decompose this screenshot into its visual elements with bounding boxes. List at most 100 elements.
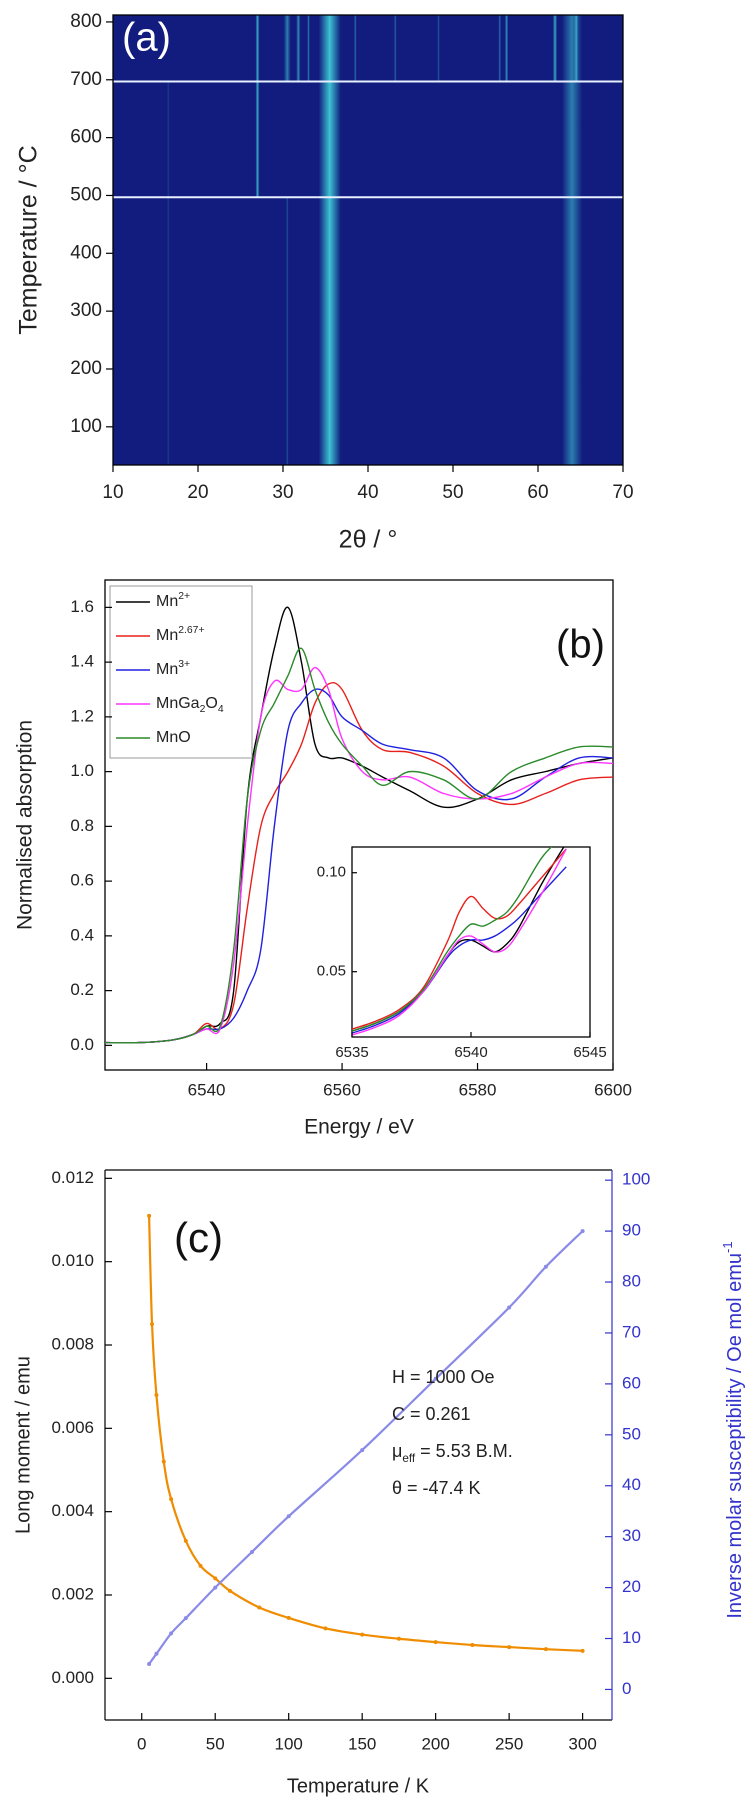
data-point [433, 1376, 438, 1381]
axes: 0 50 100 150 200 250 3000.0000.0020.0040.0060.… [12, 1168, 746, 1797]
y-tick-label: 300 [70, 300, 102, 321]
data-point [360, 1448, 365, 1453]
superscript: 2.67+ [178, 625, 204, 636]
inset-series-line [352, 848, 567, 1036]
superscript: 2+ [178, 591, 190, 602]
y-axis-title: Temperature / °C [15, 145, 43, 334]
y-tick-label: 0.012 [51, 1168, 94, 1187]
x-tick-label: 50 [442, 482, 463, 503]
subscript: eff [402, 1452, 416, 1465]
y-tick-label: 500 [70, 184, 102, 205]
x-tick-label: 70 [612, 482, 633, 503]
x-tick-label: 10 [102, 482, 123, 503]
y2-tick-label: 60 [622, 1373, 641, 1392]
data-point [580, 1648, 585, 1653]
legend-label: Mn2.67+ [156, 625, 205, 644]
intensity-streak [307, 15, 310, 82]
y2-axis-title: Inverse molar susceptibility / Oe mol em… [720, 1241, 746, 1618]
plot-frame [104, 579, 614, 1071]
annotation: μeff = 5.53 B.M. [392, 1441, 513, 1465]
data-point [396, 1636, 401, 1641]
inset-series-line [352, 847, 553, 1032]
y-tick-label: 0.008 [51, 1334, 94, 1353]
y2-tick-label: 80 [622, 1272, 641, 1291]
x-tick-label: 40 [357, 482, 378, 503]
data-point [169, 1497, 174, 1502]
x-tick-label: 100 [275, 1734, 303, 1753]
panel-label: (b) [556, 623, 605, 667]
x-axis-title: Energy / eV [304, 1116, 414, 1139]
data-point [507, 1305, 512, 1310]
y-tick-label: 0.002 [51, 1584, 94, 1603]
intensity-streak [561, 15, 583, 465]
legend-label: MnGa2O4 [156, 695, 224, 715]
y2-tick-label: 70 [622, 1322, 641, 1341]
legend-label: Mn2+ [156, 591, 190, 610]
y-tick-label: 0.4 [70, 925, 94, 944]
data-point [543, 1647, 548, 1652]
data-point [147, 1213, 152, 1218]
inset-series-line [352, 866, 567, 1034]
x-tick-label: 6600 [594, 1080, 632, 1099]
intensity-streak [283, 15, 291, 82]
annotation: H = 1000 Oe [392, 1367, 495, 1387]
subscript: 2 [200, 704, 206, 715]
data-point [507, 1645, 512, 1650]
y2-tick-label: 40 [622, 1475, 641, 1494]
y-tick-label: 400 [70, 242, 102, 263]
x-tick-label: 6540 [188, 1080, 226, 1099]
y-tick-label: 1.0 [70, 761, 94, 780]
x-tick-label: 60 [527, 482, 548, 503]
inset-x-tick-label: 6545 [573, 1044, 606, 1061]
text-part: Mn [156, 661, 178, 678]
data-point [198, 1563, 203, 1568]
y2-tick-label: 30 [622, 1526, 641, 1545]
data-point [213, 1585, 218, 1590]
text-part: O [205, 695, 217, 712]
inset: 6535 6540 6545 0.05 0.10 [317, 846, 607, 1061]
y-tick-label: 0.000 [51, 1668, 94, 1687]
legend-label: Mn3+ [156, 659, 190, 678]
text-part: Mn [156, 627, 178, 644]
y-tick-label: 0.8 [70, 816, 94, 835]
plot-lines [105, 606, 613, 1044]
inset-y-tick-label: 0.10 [317, 864, 346, 881]
x-tick-label: 300 [568, 1734, 596, 1753]
y-axis-title: Long moment / emu [12, 1356, 34, 1534]
legend-label: MnO [156, 729, 191, 746]
y2-tick-label: 0 [622, 1679, 631, 1698]
data-point [213, 1576, 218, 1581]
legend-box [109, 585, 253, 759]
inset-series-line [352, 848, 567, 1030]
y-tick-label: 0.004 [51, 1501, 94, 1520]
data-point [161, 1459, 166, 1464]
y-tick-label: 600 [70, 127, 102, 148]
series-trace [148, 1230, 584, 1665]
x-tick-label: 30 [272, 482, 293, 503]
data-point [433, 1640, 438, 1645]
y-tick-label: 100 [70, 416, 102, 437]
intensity-streak [285, 197, 289, 465]
data-point [470, 1643, 475, 1647]
data-point [580, 1229, 585, 1234]
superscript: 3+ [178, 659, 190, 670]
inset-x-tick-label: 6535 [335, 1044, 368, 1061]
data-point [249, 1549, 254, 1554]
data-point [183, 1616, 188, 1621]
intensity-streak [166, 81, 170, 465]
x-tick-label: 20 [187, 482, 208, 503]
y2-tick-label: 10 [622, 1628, 641, 1647]
data-point [147, 1661, 152, 1666]
annotation: θ = -47.4 K [392, 1478, 481, 1498]
y2-tick-label: 100 [622, 1170, 650, 1189]
y-tick-label: 700 [70, 69, 102, 90]
data-point [360, 1632, 365, 1637]
x-tick-label: 200 [421, 1734, 449, 1753]
inset-frame [351, 846, 591, 1038]
heatmap [113, 15, 623, 465]
intensity-streak [296, 15, 301, 82]
intensity-streak [498, 15, 502, 82]
intensity-streak [318, 15, 341, 465]
